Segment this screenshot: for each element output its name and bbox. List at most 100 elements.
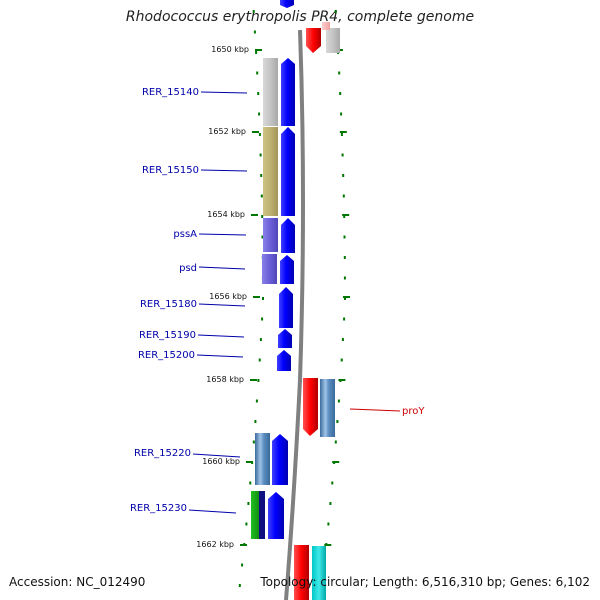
cog-block-top-pink: [322, 22, 330, 30]
ring-dot-inner: [262, 297, 264, 300]
gene-label-psd[interactable]: psd: [179, 263, 246, 274]
ring-dot-outer: [329, 502, 332, 505]
cog-block-top-gray: [326, 28, 340, 53]
gene-arrow-rer15150[interactable]: [281, 127, 295, 216]
ring-dot-inner: [260, 194, 263, 198]
gene-label-text[interactable]: psd: [179, 263, 197, 274]
gene-arrow-top-red[interactable]: [306, 28, 321, 53]
gene-arrow-rer15230[interactable]: [268, 492, 284, 539]
ring-dot-outer: [343, 235, 346, 239]
ring-major-dash: [338, 379, 346, 381]
ring-dot-inner: [261, 317, 264, 321]
kbp-tick-label: 1654 kbp: [207, 210, 245, 219]
cog-block-gray: [263, 58, 278, 126]
reverse-strand-genes[interactable]: [294, 28, 321, 600]
ring-dot-inner: [249, 481, 252, 485]
gene-label-rer_15230[interactable]: RER_15230: [130, 503, 237, 514]
ring-major-dash: [342, 214, 350, 216]
ring-dot-outer: [340, 358, 343, 362]
gene-label-text[interactable]: RER_15140: [142, 87, 199, 98]
map-title: Rhodococcus erythropolis PR4, complete g…: [125, 9, 475, 25]
gene-label-leader-line: [198, 266, 246, 270]
gene-label-text[interactable]: RER_15230: [130, 503, 187, 514]
ring-dot-inner: [255, 51, 258, 54]
ring-dot-inner: [260, 174, 263, 177]
ring-dot-inner: [258, 358, 261, 362]
ring-dot-inner: [259, 153, 262, 157]
ring-dot-inner: [256, 71, 259, 75]
ring-dot-outer: [342, 174, 345, 177]
ring-dot-inner: [257, 379, 260, 382]
ring-dot-inner: [257, 92, 260, 95]
ring-major-dash: [343, 296, 350, 298]
ring-major-dash: [324, 544, 332, 546]
cog-block-purple: [263, 218, 278, 252]
kbp-tick-label: 1658 kbp: [206, 375, 244, 384]
cog-block-steel: [255, 433, 270, 485]
gene-label-text[interactable]: RER_15200: [138, 350, 195, 361]
gene-label-leader-line: [196, 354, 244, 358]
gene-label-text[interactable]: RER_15150: [142, 165, 199, 176]
ring-dot-outer: [339, 92, 342, 95]
ring-dot-inner: [258, 133, 261, 136]
gene-arrow-top[interactable]: [280, 0, 294, 8]
ring-dot-outer: [338, 71, 341, 75]
ring-dot-outer: [331, 481, 334, 485]
cog-block-green: [251, 491, 259, 539]
ring-dot-outer: [341, 338, 344, 341]
gene-label-text[interactable]: RER_15190: [139, 330, 196, 341]
gene-label-proy[interactable]: proY: [349, 406, 425, 417]
cog-block-darkblue: [259, 491, 265, 539]
gene-arrow-rer15190[interactable]: [278, 329, 292, 348]
gene-label-pssa[interactable]: pssA: [173, 229, 247, 240]
gene-label-leader-line: [200, 169, 248, 172]
gene-arrow-rer15220[interactable]: [272, 434, 288, 485]
topology-text: Topology: circular; Length: 6,516,310 bp…: [260, 575, 590, 589]
kbp-tick-label: 1656 kbp: [209, 292, 247, 301]
gene-label-rer_15180[interactable]: RER_15180: [140, 299, 246, 310]
ring-dot-outer: [343, 317, 346, 321]
ring-dot-inner: [255, 399, 258, 403]
gene-label-rer_15150[interactable]: RER_15150: [142, 165, 248, 176]
ring-dot-inner: [261, 235, 264, 239]
ring-dot-outer: [340, 112, 343, 116]
gene-arrow-pssa[interactable]: [281, 218, 295, 253]
forward-strand-genes[interactable]: [268, 0, 295, 539]
kbp-tick-label: 1650 kbp: [211, 45, 249, 54]
gene-label-text[interactable]: RER_15220: [134, 448, 191, 459]
cog-color-track: [251, 22, 340, 600]
ring-dot-inner: [253, 30, 256, 34]
gene-arrow-rer15180[interactable]: [279, 287, 293, 328]
gene-label-leader-line: [188, 509, 237, 514]
ring-dot-inner: [238, 584, 241, 587]
ring-dot-outer: [334, 10, 337, 13]
cog-block-olive: [263, 127, 278, 216]
gene-label-rer_15200[interactable]: RER_15200: [138, 350, 244, 361]
ring-dot-inner: [261, 215, 264, 218]
cog-block-cyan: [312, 546, 326, 600]
gene-arrow-rer15200[interactable]: [277, 350, 291, 371]
ring-dot-outer: [336, 420, 339, 423]
kbp-tick-label: 1662 kbp: [196, 540, 234, 549]
gene-arrow-bottom-red[interactable]: [294, 545, 309, 600]
gene-label-rer_15220[interactable]: RER_15220: [134, 448, 241, 459]
gene-label-leader-line: [198, 233, 247, 236]
gene-label-text[interactable]: proY: [402, 406, 425, 417]
gene-arrow-rer15140[interactable]: [281, 58, 295, 126]
gene-label-text[interactable]: RER_15180: [140, 299, 197, 310]
gene-label-text[interactable]: pssA: [173, 229, 197, 240]
ring-dot-inner: [252, 440, 255, 444]
ring-dot-outer: [343, 215, 346, 218]
ring-dot-inner: [241, 563, 244, 567]
gene-label-leader-line: [198, 303, 246, 307]
ring-major-dash: [332, 461, 340, 463]
gene-arrow-psd[interactable]: [280, 255, 294, 284]
gene-labels[interactable]: RER_15140 RER_15150 pssA psd RER_15180 RER_15…: [130, 87, 425, 514]
gene-label-leader-line: [192, 453, 241, 458]
ring-dot-inner: [252, 10, 255, 13]
gene-label-rer_15140[interactable]: RER_15140: [142, 87, 248, 98]
gene-label-rer_15190[interactable]: RER_15190: [139, 330, 245, 341]
gene-arrow-proy[interactable]: [303, 378, 318, 436]
ring-dot-inner: [254, 420, 257, 423]
